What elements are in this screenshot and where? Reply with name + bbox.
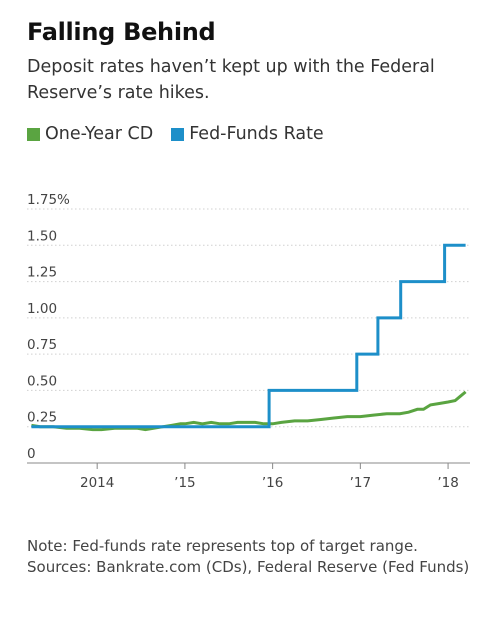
y-tick-label: 1.25 [27, 265, 57, 281]
x-tick-label: ’17 [350, 475, 371, 491]
x-axis: 2014 ’15 ’16 ’17 ’18 [27, 462, 470, 491]
y-tick-label: 0.50 [27, 373, 57, 389]
fed-funds-line [31, 243, 466, 429]
y-tick-label: 1.75% [27, 192, 70, 208]
y-axis-tick-labels: 0 0.25 0.50 0.75 1.00 1.25 1.50 1.75% [27, 192, 70, 462]
x-tick-label: ’16 [262, 475, 283, 491]
source-line: Sources: Bankrate.com (CDs), Federal Res… [27, 558, 470, 576]
cd-line [31, 390, 467, 432]
y-tick-label: 1.50 [27, 228, 57, 244]
legend-item-fed-funds: Fed-Funds Rate [171, 124, 324, 144]
legend-swatch-fed-funds [171, 127, 185, 141]
chart-subtitle: Deposit rates haven’t kept up with the F… [27, 57, 435, 103]
y-tick-label: 1.00 [27, 301, 57, 317]
footer: Note: Fed-funds rate represents top of t… [27, 536, 487, 578]
line-chart: 0 0.25 0.50 0.75 1.00 1.25 1.50 1.75% 2014 ’15 ’1… [27, 192, 470, 491]
legend-label-fed-funds: Fed-Funds Rate [189, 124, 324, 144]
x-tick-label: ’18 [437, 475, 458, 491]
legend-swatch-cd [27, 127, 40, 141]
y-tick-label: 0.25 [27, 410, 57, 426]
x-tick-label: ’15 [174, 475, 195, 491]
series-lines [31, 243, 467, 432]
legend: One-Year CD Fed-Funds Rate [27, 124, 342, 144]
legend-label-cd: One-Year CD [45, 124, 154, 144]
legend-item-cd: One-Year CD [27, 124, 153, 144]
x-tick-label: 2014 [80, 475, 114, 491]
y-tick-label: 0 [27, 446, 36, 462]
gridlines [27, 208, 470, 428]
y-tick-label: 0.75 [27, 337, 57, 353]
chart-title: Falling Behind [27, 18, 216, 46]
footnote: Note: Fed-funds rate represents top of t… [27, 537, 418, 555]
